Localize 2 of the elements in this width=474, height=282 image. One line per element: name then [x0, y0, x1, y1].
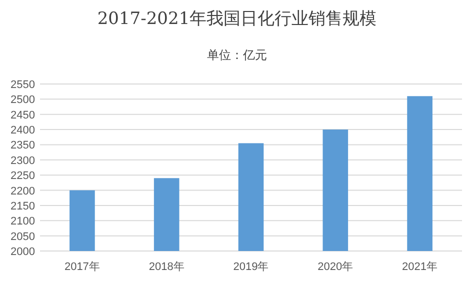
subtitle: 单位：亿元 — [207, 48, 267, 62]
title: 2017-2021年我国日化行业销售规模 — [97, 9, 377, 29]
